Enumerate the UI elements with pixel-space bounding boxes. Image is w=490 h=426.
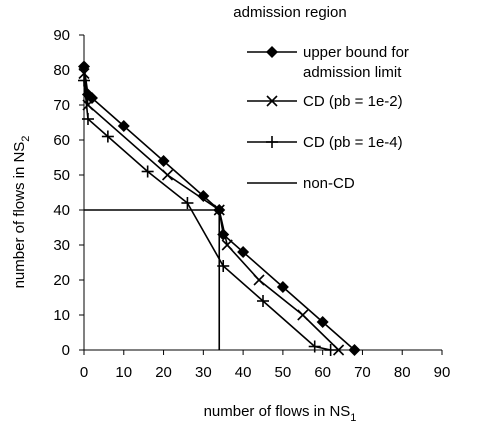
series-line bbox=[84, 209, 221, 350]
data-point bbox=[181, 197, 194, 209]
x-tick-label: 40 bbox=[235, 364, 252, 381]
x-marker-stroke bbox=[78, 67, 90, 80]
data-point bbox=[348, 344, 361, 356]
x-axis-label: number of flows in NS1 bbox=[204, 403, 357, 424]
x-tick-label: 90 bbox=[434, 364, 451, 381]
x-tick-label: 50 bbox=[275, 364, 292, 381]
series-line bbox=[83, 80, 331, 351]
data-point bbox=[237, 246, 250, 258]
y-tick-label: 80 bbox=[53, 62, 70, 79]
x-marker-stroke bbox=[253, 274, 265, 286]
x-marker-stroke bbox=[297, 309, 309, 321]
data-point bbox=[117, 120, 130, 132]
legend-item-4: non-CD bbox=[247, 175, 355, 192]
chart-title: admission region bbox=[233, 4, 346, 21]
x-marker-stroke bbox=[333, 344, 345, 356]
series-4 bbox=[84, 209, 221, 350]
legend: upper bound for admission limit CD (pb = 1… bbox=[247, 44, 409, 192]
data-point bbox=[276, 281, 289, 293]
x-axis-label-sub: 1 bbox=[350, 412, 356, 424]
y-tick-label: 20 bbox=[53, 272, 70, 289]
legend-item-1: upper bound for admission limit bbox=[247, 44, 409, 81]
x-tick-label: 70 bbox=[354, 364, 371, 381]
data-point bbox=[316, 316, 329, 328]
data-point bbox=[297, 309, 309, 321]
legend-label: non-CD bbox=[303, 175, 355, 192]
legend-label: admission limit bbox=[303, 64, 402, 81]
series-2 bbox=[78, 67, 345, 356]
legend-swatch-marker bbox=[266, 136, 278, 148]
y-tick-label: 10 bbox=[53, 307, 70, 324]
series-3 bbox=[78, 74, 337, 356]
x-tick-label: 60 bbox=[314, 364, 331, 381]
data-point bbox=[257, 295, 269, 307]
data-point bbox=[324, 344, 337, 356]
y-tick-label: 90 bbox=[53, 27, 70, 44]
series-line bbox=[83, 73, 340, 351]
x-tick-label: 0 bbox=[80, 364, 88, 381]
y-tick-label: 0 bbox=[62, 342, 70, 359]
data-point bbox=[221, 239, 233, 251]
y-tick-label: 50 bbox=[53, 167, 70, 184]
data-point bbox=[253, 274, 265, 286]
data-point bbox=[78, 60, 90, 73]
data-point bbox=[101, 130, 114, 143]
x-marker-stroke bbox=[82, 99, 94, 111]
data-point bbox=[85, 92, 98, 104]
x-marker-stroke bbox=[161, 169, 174, 181]
svg-text:number of flows in NS2: number of flows in NS2 bbox=[11, 136, 32, 289]
y-tick-label: 60 bbox=[53, 132, 70, 149]
data-point bbox=[161, 169, 174, 181]
y-tick-label: 70 bbox=[53, 97, 70, 114]
svg-text:number of flows in NS1: number of flows in NS1 bbox=[204, 403, 357, 424]
data-point bbox=[81, 113, 94, 125]
y-axis-label-sub: 2 bbox=[20, 136, 32, 142]
x-tick-label: 10 bbox=[115, 364, 132, 381]
y-tick-label: 30 bbox=[53, 237, 70, 254]
data-point bbox=[78, 74, 90, 87]
legend-label: upper bound for bbox=[303, 44, 409, 61]
data-point bbox=[308, 340, 321, 353]
data-point bbox=[141, 165, 154, 178]
legend-swatch-marker bbox=[266, 95, 278, 107]
x-tick-label: 80 bbox=[394, 364, 411, 381]
y-axis-label: number of flows in NS2 bbox=[11, 136, 32, 289]
legend-swatch-marker bbox=[266, 46, 278, 58]
x-marker-stroke bbox=[221, 239, 233, 251]
series-group bbox=[78, 60, 361, 356]
data-point bbox=[197, 190, 210, 202]
data-point bbox=[82, 99, 94, 111]
legend-item-3: CD (pb = 1e-4) bbox=[247, 134, 403, 151]
x-tick-label: 20 bbox=[155, 364, 172, 381]
tick-labels: 0 10 20 30 40 50 60 70 80 90 0 10 20 30 40 50 60 70 80 90 bbox=[53, 27, 450, 381]
x-axis-label-text: number of flows in NS bbox=[204, 403, 351, 420]
x-marker-stroke bbox=[266, 95, 278, 107]
legend-label: CD (pb = 1e-2) bbox=[303, 93, 403, 110]
data-point bbox=[333, 344, 345, 356]
y-tick-label: 40 bbox=[53, 202, 70, 219]
x-tick-label: 30 bbox=[195, 364, 212, 381]
y-axis-label-text: number of flows in NS bbox=[11, 142, 28, 289]
axes bbox=[79, 34, 443, 355]
data-point bbox=[157, 155, 170, 167]
legend-item-2: CD (pb = 1e-2) bbox=[247, 93, 403, 110]
legend-label: CD (pb = 1e-4) bbox=[303, 134, 403, 151]
data-point bbox=[78, 67, 90, 80]
